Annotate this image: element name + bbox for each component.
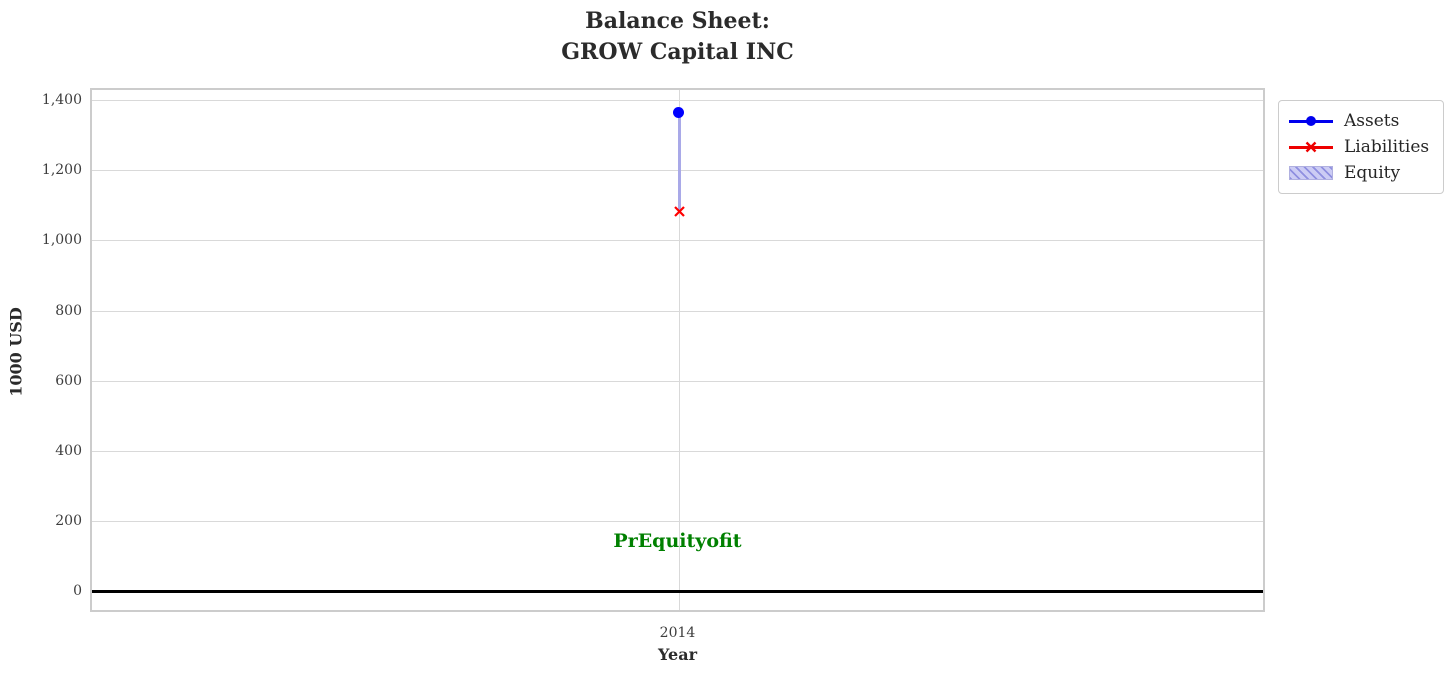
ytick-0: 0 [73,583,82,599]
zero-axis-line [92,590,1263,593]
chart-title: Balance Sheet: GROW Capital INC [90,6,1265,68]
equity-bar [678,112,681,212]
legend: Assets Liabilities Equity [1278,100,1444,194]
liabilities-data-point [674,206,685,217]
legend-item-liabilities: Liabilities [1289,134,1433,160]
gridline-x-2014 [679,90,680,610]
ytick-800: 800 [55,303,82,319]
legend-label-liabilities: Liabilities [1344,137,1430,157]
chart-title-line2: GROW Capital INC [561,39,794,65]
profit-equity-annotation: PrEquityofit [613,530,742,552]
ytick-1400: 1,400 [41,92,82,108]
ytick-1200: 1,200 [41,162,82,178]
gridline-y-600 [92,381,1263,382]
assets-data-point [673,107,684,118]
liabilities-line-marker-icon [1289,140,1333,154]
xtick-2014: 2014 [659,625,696,641]
legend-item-assets: Assets [1289,108,1433,134]
ytick-200: 200 [55,513,82,529]
x-axis-label: Year [657,645,697,664]
ytick-400: 400 [55,443,82,459]
assets-line-marker-icon [1289,114,1333,128]
gridline-y-800 [92,311,1263,312]
gridline-y-1000 [92,240,1263,241]
ytick-600: 600 [55,373,82,389]
legend-label-assets: Assets [1344,111,1400,131]
ytick-1000: 1,000 [41,232,82,248]
chart-title-line1: Balance Sheet: [585,8,770,34]
gridline-y-400 [92,451,1263,452]
y-axis-label: 1000 USD [6,307,26,397]
legend-item-equity: Equity [1289,160,1433,186]
gridline-y-200 [92,521,1263,522]
legend-label-equity: Equity [1344,163,1401,183]
plot-area [90,88,1265,612]
equity-hatched-patch-icon [1289,166,1333,180]
gridline-y-1200 [92,170,1263,171]
gridline-y-1400 [92,100,1263,101]
